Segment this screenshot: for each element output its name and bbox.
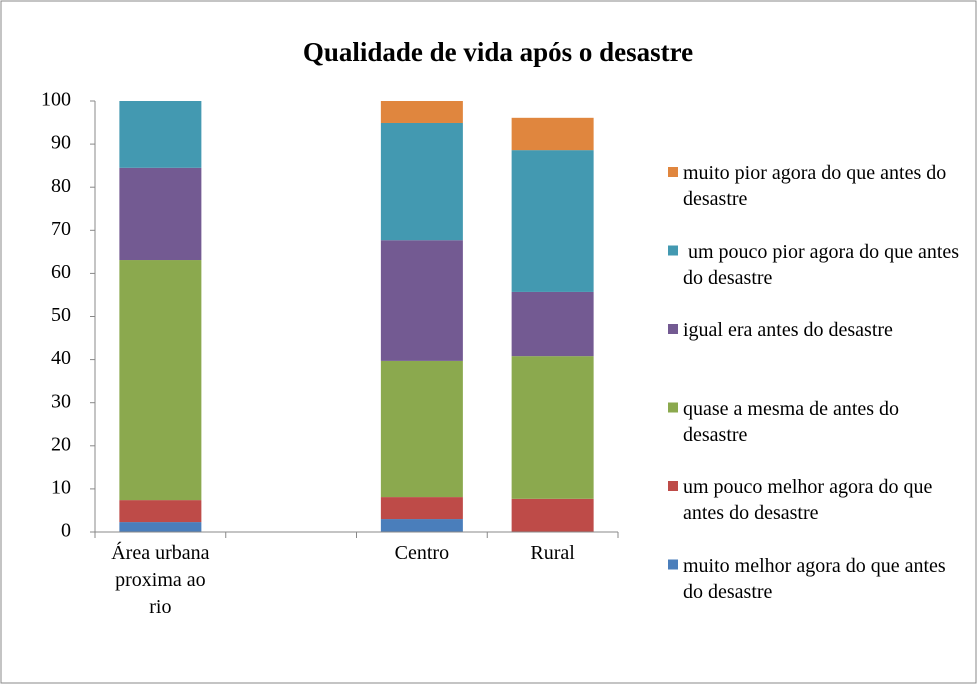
bar-segment — [380, 101, 463, 123]
bar-segment — [119, 522, 202, 532]
legend-label: um pouco pior agora do que antes do desa… — [683, 240, 965, 289]
legend-swatch — [668, 402, 678, 413]
x-tick-label: Rural — [530, 542, 575, 564]
bar-segment — [511, 356, 594, 499]
legend-swatch — [668, 245, 678, 256]
bar-segment — [380, 519, 463, 532]
bar-segment — [119, 500, 202, 523]
y-tick-label: 100 — [41, 89, 71, 111]
legend-label: muito melhor agora do que antes do desas… — [683, 554, 951, 603]
legend-swatch — [668, 324, 678, 334]
bar-segment — [380, 497, 463, 520]
y-tick-label: 80 — [51, 175, 71, 197]
bar-segment — [511, 291, 594, 357]
y-tick-label: 20 — [51, 433, 71, 455]
x-tick-label: Centro — [394, 542, 450, 564]
legend-label: quase a mesma de antes do desastre — [683, 397, 905, 446]
bar-segment — [380, 360, 463, 498]
bar-segment — [511, 498, 594, 532]
legend-label: um pouco melhor agora do que antes do de… — [683, 476, 938, 524]
y-tick-label: 10 — [51, 476, 71, 498]
legend-label: igual era antes do desastre — [683, 319, 893, 341]
y-tick-label: 0 — [61, 520, 71, 542]
y-tick-label: 30 — [51, 390, 71, 412]
y-tick-label: 40 — [51, 347, 71, 369]
legend-swatch — [668, 481, 678, 491]
bar-segment — [380, 240, 463, 361]
y-tick-label: 50 — [51, 304, 71, 326]
legend-label: muito pior agora do que antes do desastr… — [683, 162, 952, 210]
y-tick-label: 60 — [51, 261, 71, 283]
bar-segment — [511, 117, 594, 151]
x-tick-label: Área urbana proxima ao rio — [111, 542, 210, 618]
bar-segment — [380, 122, 463, 241]
y-tick-label: 70 — [51, 218, 71, 240]
bar-segment — [119, 101, 202, 168]
chart-title: Qualidade de vida após o desastre — [303, 37, 693, 67]
legend-swatch — [668, 559, 678, 570]
legend-swatch — [668, 167, 678, 177]
bar-segment — [119, 260, 202, 501]
y-tick-label: 90 — [51, 132, 71, 154]
bar-segment — [511, 150, 594, 292]
bar-segment — [119, 167, 202, 261]
